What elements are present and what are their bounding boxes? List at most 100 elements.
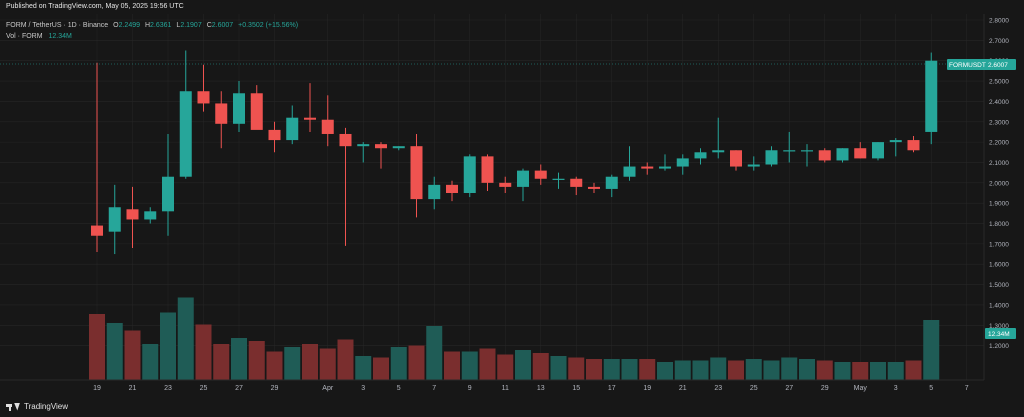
price-tick-label: 1.8000 <box>989 221 1009 228</box>
candle-body <box>925 60 938 132</box>
volume-bar <box>231 338 247 380</box>
volume-bar <box>586 359 602 380</box>
tradingview-logo-icon <box>6 402 20 411</box>
time-tick-label: 25 <box>200 385 208 392</box>
volume-bar <box>515 350 531 380</box>
tradingview-brand[interactable]: TradingView <box>6 402 68 411</box>
volume-bar <box>355 356 372 380</box>
candle-body <box>499 182 512 187</box>
candle-body <box>162 176 174 212</box>
close-label: C <box>206 22 212 29</box>
open-value: 2.2499 <box>118 22 141 29</box>
volume-bar <box>160 312 176 380</box>
candle-body <box>517 170 529 187</box>
volume-bar <box>177 297 194 380</box>
candle-body <box>694 152 707 159</box>
volume-bars <box>89 297 940 380</box>
candle-body <box>392 146 405 149</box>
time-tick-label: 27 <box>785 385 793 392</box>
volume-bar <box>284 347 301 380</box>
volume-bar <box>195 324 212 380</box>
high-value: 2.6361 <box>150 22 172 29</box>
volume-bar <box>497 354 514 380</box>
volume-bar <box>444 351 460 380</box>
price-tick-label: 2.8000 <box>989 18 1009 25</box>
open-label: O <box>113 22 119 29</box>
symbol-name: FORM / TetherUS · 1D · Binance <box>6 22 109 29</box>
candle-body <box>588 186 600 189</box>
symbol-legend: FORM / TetherUS · 1D · Binance O2.2499 H… <box>6 22 298 29</box>
volume-bar <box>674 360 691 380</box>
volume-bar <box>639 359 656 380</box>
time-tick-label: 15 <box>572 385 580 392</box>
time-tick-label: Apr <box>322 385 334 392</box>
volume-bar <box>603 359 620 380</box>
volume-bar <box>373 357 389 380</box>
candle-body <box>215 103 228 124</box>
candle-body <box>907 140 920 151</box>
volume-bar <box>852 362 869 380</box>
volume-bar <box>248 341 265 380</box>
time-tick-label: 5 <box>397 385 401 392</box>
candle-body <box>730 150 742 167</box>
volume-bar <box>621 359 638 380</box>
price-tick-label: 1.6000 <box>989 262 1009 269</box>
price-tick-label: 2.1000 <box>989 160 1009 167</box>
candle-body <box>446 184 458 193</box>
price-tick-label: 2.7000 <box>989 38 1009 45</box>
volume-bar <box>568 357 585 380</box>
candle-body <box>659 166 671 169</box>
volume-bar <box>302 344 318 380</box>
volume-bar <box>887 362 904 380</box>
low-value: 2.1907 <box>180 22 202 29</box>
change-value: +0.3502 (+15.56%) <box>238 22 299 29</box>
volume-bar <box>426 326 443 380</box>
candle-body <box>91 225 103 236</box>
time-tick-label: 19 <box>93 385 101 392</box>
volume-bar <box>710 357 727 380</box>
candle-body <box>747 164 760 167</box>
candle-body <box>801 150 813 152</box>
candle-body <box>854 148 867 159</box>
price-tick-label: 2.3000 <box>989 119 1009 126</box>
price-axis[interactable]: 2.80002.70002.60002.50002.40002.30002.20… <box>989 18 1009 351</box>
candle-body <box>481 156 494 183</box>
candle-body <box>410 146 423 200</box>
price-candles <box>91 50 938 255</box>
volume-label: Vol · FORM <box>6 33 43 40</box>
price-tick-label: 2.4000 <box>989 99 1009 106</box>
low-label: L <box>176 22 181 29</box>
candle-body <box>872 142 884 159</box>
volume-bar <box>266 351 283 380</box>
price-tick-label: 1.7000 <box>989 241 1009 248</box>
time-tick-label: 9 <box>468 385 472 392</box>
time-tick-label: 13 <box>537 385 545 392</box>
volume-bar <box>923 320 940 380</box>
candle-body <box>463 156 476 193</box>
price-tick-label: 1.3000 <box>989 323 1009 330</box>
time-tick-label: 19 <box>643 385 651 392</box>
price-tag-symbol: FORMUSDT <box>949 62 986 69</box>
volume-bar <box>532 353 549 380</box>
volume-bar <box>337 339 354 380</box>
price-tick-label: 2.5000 <box>989 79 1009 86</box>
time-axis[interactable]: 19 21 23 25 27 29 Apr 3 5 7 9 11 13 15 17 19 21 23 25 27 29 M… <box>93 385 969 392</box>
volume-bar <box>390 347 407 380</box>
published-note: Published on TradingView.com, May 05, 20… <box>6 3 184 10</box>
time-tick-label: 29 <box>271 385 279 392</box>
volume-tag-value: 12.34M <box>988 331 1010 338</box>
volume-bar <box>816 360 833 380</box>
candle-body <box>552 178 565 180</box>
price-tag: FORMUSDT 2.6007 <box>947 59 1016 70</box>
time-tick-label: 27 <box>235 385 243 392</box>
volume-bar <box>550 356 567 380</box>
price-tick-label: 1.2000 <box>989 343 1009 350</box>
candle-body <box>233 93 245 124</box>
candle-body <box>144 211 157 220</box>
volume-bar <box>799 359 815 380</box>
close-value: 2.6007 <box>211 22 234 29</box>
price-tick-label: 2.0000 <box>989 180 1009 187</box>
time-tick-label: 25 <box>750 385 758 392</box>
volume-bar <box>745 359 762 380</box>
